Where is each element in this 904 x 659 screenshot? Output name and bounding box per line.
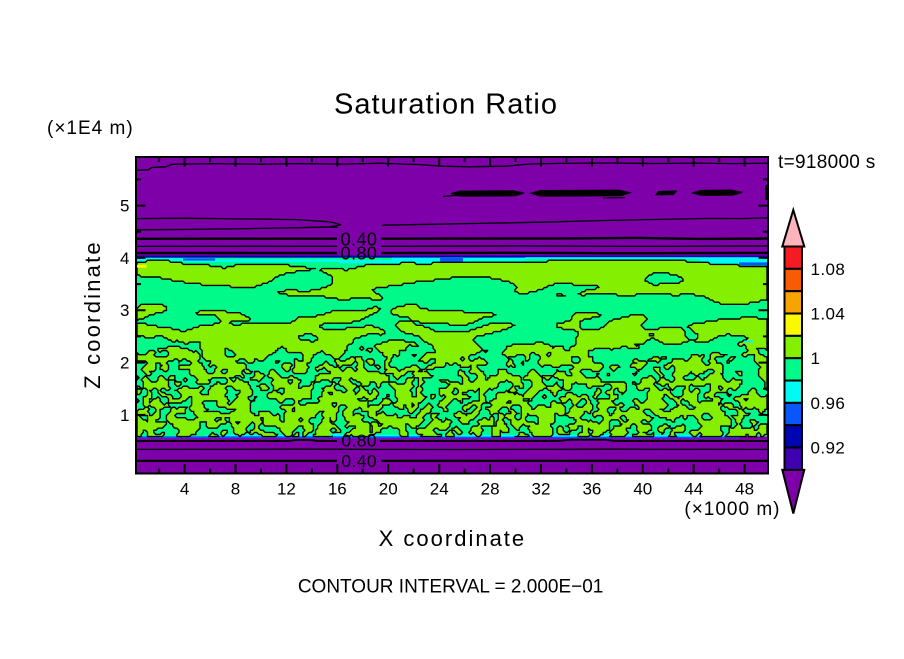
svg-text:36: 36: [582, 480, 601, 499]
svg-text:5: 5: [120, 197, 129, 216]
svg-text:1.04: 1.04: [811, 305, 846, 324]
svg-text:1.08: 1.08: [811, 260, 846, 279]
svg-text:0.80: 0.80: [341, 243, 378, 263]
svg-text:3: 3: [120, 301, 129, 320]
svg-text:(×1000 m): (×1000 m): [684, 499, 780, 520]
svg-text:0.40: 0.40: [341, 451, 377, 471]
svg-text:16: 16: [328, 480, 347, 499]
svg-text:0.80: 0.80: [341, 431, 377, 451]
svg-text:4: 4: [180, 480, 189, 499]
svg-text:28: 28: [481, 480, 500, 499]
svg-text:1: 1: [120, 406, 129, 425]
svg-text:40: 40: [633, 480, 652, 499]
svg-text:X coordinate: X coordinate: [379, 526, 527, 551]
svg-text:8: 8: [231, 480, 240, 499]
svg-text:0.40: 0.40: [341, 229, 378, 249]
svg-text:0.92: 0.92: [811, 439, 846, 458]
svg-text:2: 2: [120, 354, 129, 373]
svg-text:Saturation Ratio: Saturation Ratio: [334, 89, 558, 121]
svg-text:12: 12: [277, 480, 296, 499]
svg-text:0.96: 0.96: [811, 394, 846, 413]
svg-text:44: 44: [684, 480, 703, 499]
svg-text:CONTOUR INTERVAL = 2.000E−01: CONTOUR INTERVAL = 2.000E−01: [298, 577, 604, 598]
svg-text:(×1E4 m): (×1E4 m): [47, 118, 134, 139]
svg-text:48: 48: [735, 480, 754, 499]
svg-text:24: 24: [430, 480, 449, 499]
svg-text:Z coordinate: Z coordinate: [80, 240, 105, 389]
svg-text:t=918000 s: t=918000 s: [778, 152, 876, 173]
svg-text:4: 4: [120, 249, 129, 268]
svg-text:1: 1: [811, 349, 821, 368]
svg-text:32: 32: [532, 480, 551, 499]
svg-text:20: 20: [379, 480, 398, 499]
